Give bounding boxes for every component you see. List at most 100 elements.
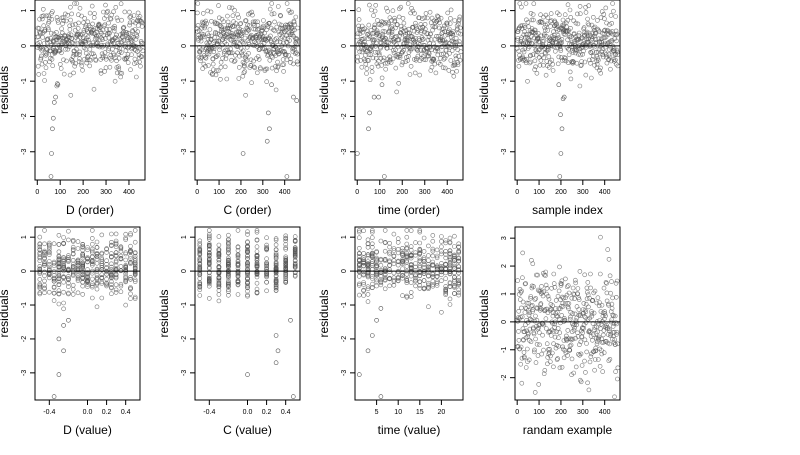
points-group: [194, 1, 301, 179]
data-point: [114, 15, 120, 21]
outlier-point: [56, 336, 62, 342]
data-point: [273, 250, 279, 256]
data-point: [439, 261, 444, 266]
data-point: [564, 284, 570, 290]
data-point: [45, 25, 51, 31]
data-point: [527, 60, 533, 66]
data-point: [46, 252, 52, 257]
data-point: [398, 4, 404, 10]
data-point: [128, 256, 133, 261]
data-point: [443, 47, 449, 53]
data-point: [429, 47, 434, 53]
data-point: [572, 322, 578, 328]
y-tick-label: 0: [341, 44, 348, 48]
data-point: [56, 276, 62, 281]
data-point: [589, 311, 595, 317]
data-point: [51, 285, 57, 290]
data-point: [356, 263, 362, 269]
data-point: [372, 8, 378, 14]
data-point: [542, 25, 547, 30]
data-point: [417, 42, 423, 47]
data-point: [360, 29, 366, 35]
data-point: [566, 306, 571, 311]
data-point: [519, 4, 524, 10]
data-point: [355, 31, 361, 36]
data-point: [554, 21, 559, 27]
data-point: [369, 228, 375, 233]
data-point: [37, 247, 43, 252]
data-point: [596, 303, 602, 309]
data-point: [226, 244, 231, 249]
data-point: [601, 328, 607, 333]
data-point: [59, 30, 65, 36]
data-point: [569, 39, 575, 45]
data-point: [206, 33, 212, 39]
data-point: [408, 290, 414, 295]
data-point: [615, 49, 620, 55]
data-point: [60, 15, 66, 21]
data-point: [450, 32, 456, 38]
data-point: [356, 251, 362, 256]
data-point: [283, 268, 289, 273]
data-point: [373, 55, 379, 61]
data-point: [571, 59, 576, 65]
data-point: [544, 285, 550, 291]
data-point: [112, 25, 117, 31]
data-point: [356, 258, 362, 264]
data-point: [215, 52, 221, 58]
data-point: [273, 252, 279, 258]
data-point: [61, 241, 66, 246]
data-point: [610, 1, 615, 6]
data-point: [113, 252, 119, 258]
data-point: [543, 326, 549, 331]
data-point: [456, 280, 462, 286]
data-point: [530, 307, 536, 313]
points-group: [514, 234, 621, 400]
data-point: [395, 240, 401, 245]
data-point: [532, 297, 538, 302]
y-tick-label: 1: [501, 9, 508, 13]
x-axis-label: D (value): [63, 423, 112, 437]
data-point: [226, 257, 231, 263]
data-point: [197, 248, 203, 253]
data-point: [37, 234, 43, 240]
data-point: [366, 58, 371, 63]
data-point: [123, 264, 128, 269]
data-point: [132, 56, 138, 62]
data-point: [51, 298, 57, 303]
data-point: [382, 275, 388, 281]
data-point: [52, 50, 58, 56]
data-point: [253, 26, 258, 32]
data-point: [611, 313, 616, 319]
data-point: [365, 237, 371, 243]
data-point: [457, 25, 463, 31]
data-point: [279, 25, 285, 31]
data-point: [382, 240, 388, 245]
data-point: [594, 61, 600, 67]
data-point: [87, 10, 93, 16]
data-point: [446, 26, 452, 32]
data-point: [519, 288, 524, 294]
data-point: [80, 252, 85, 257]
data-point: [448, 58, 454, 63]
data-point: [95, 40, 100, 45]
data-point: [197, 284, 203, 290]
data-point: [235, 244, 241, 250]
data-point: [56, 233, 62, 238]
data-point: [99, 275, 105, 281]
data-point: [558, 46, 563, 52]
data-point: [128, 232, 133, 238]
data-point: [575, 286, 581, 291]
data-point: [364, 71, 369, 76]
data-point: [613, 342, 618, 347]
data-point: [99, 42, 105, 48]
data-point: [50, 63, 56, 68]
data-point: [271, 27, 276, 33]
data-point: [522, 354, 527, 360]
data-point: [430, 27, 435, 33]
data-point: [452, 18, 458, 23]
data-point: [591, 332, 596, 338]
y-axis-label: residuals: [157, 289, 171, 337]
data-point: [128, 285, 133, 290]
data-point: [413, 283, 418, 289]
